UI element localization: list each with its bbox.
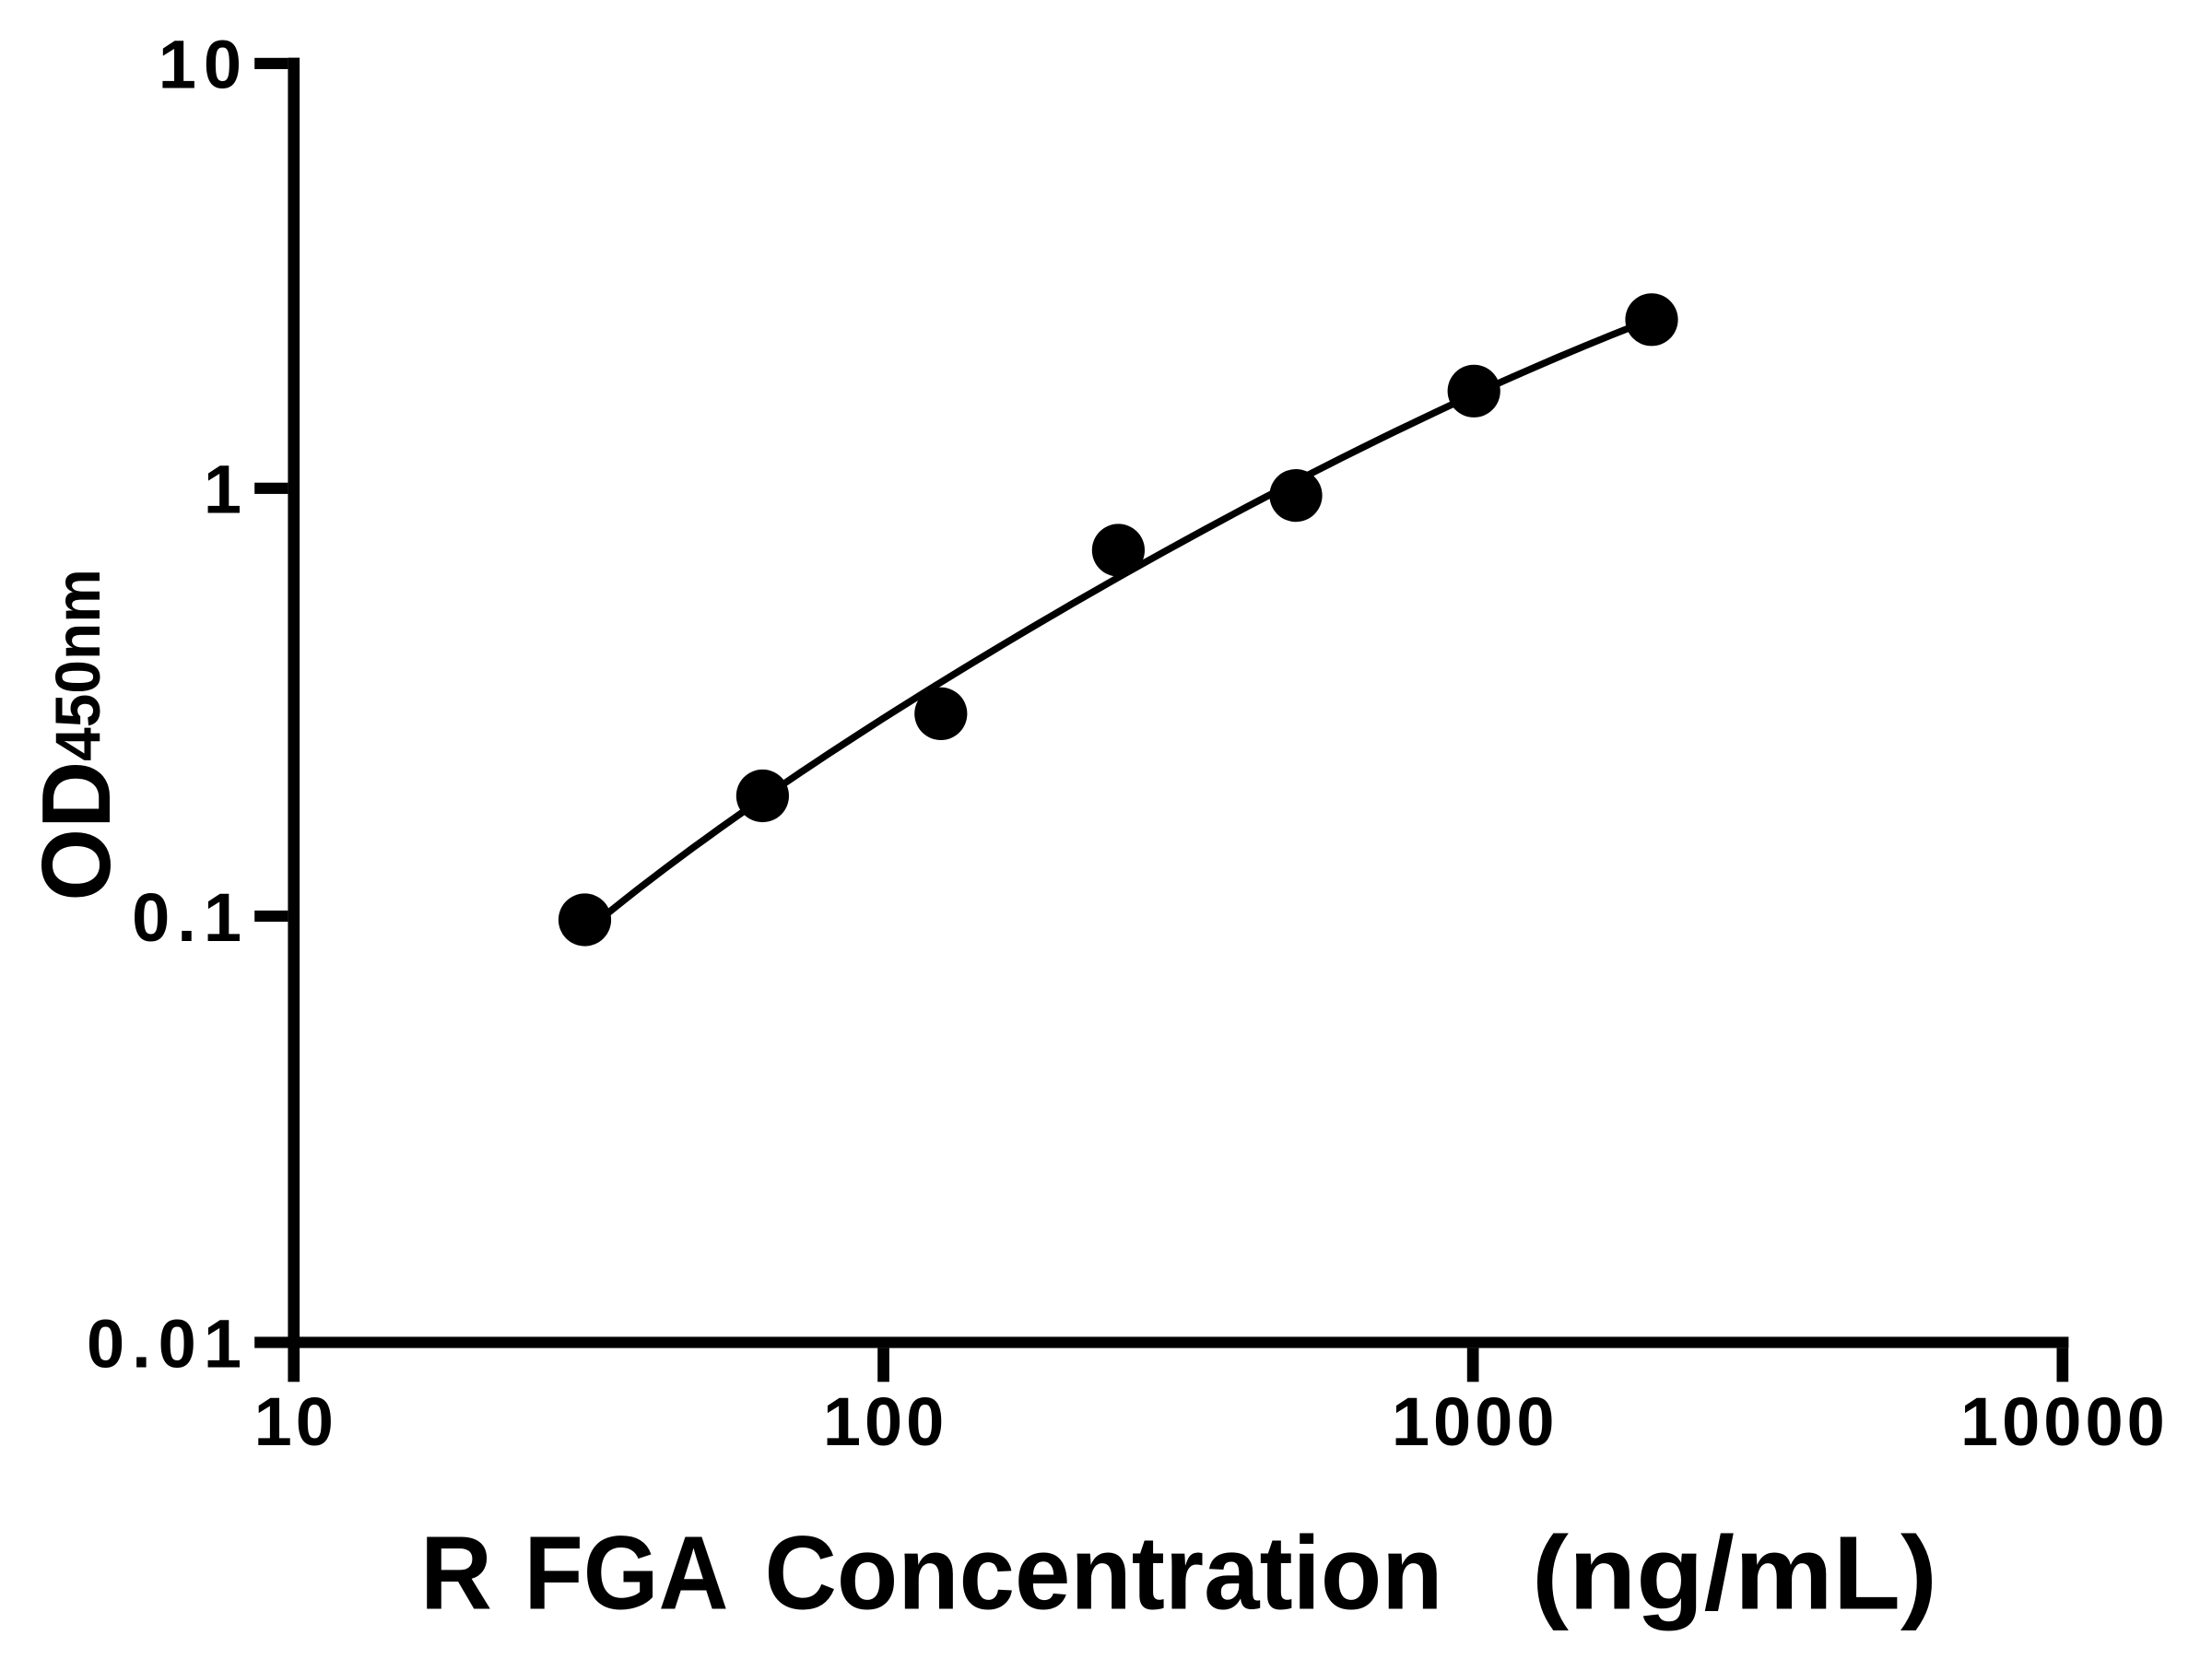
svg-text:R: R <box>420 1515 492 1631</box>
svg-text:100: 100 <box>823 1383 947 1460</box>
svg-text:Concentration: Concentration <box>765 1515 1443 1631</box>
svg-text:10: 10 <box>254 1383 337 1460</box>
svg-text:1000: 1000 <box>1392 1383 1559 1460</box>
svg-text:10: 10 <box>159 27 249 103</box>
svg-text:(ng/mL): (ng/mL) <box>1532 1515 1937 1631</box>
svg-text:10000: 10000 <box>1960 1383 2169 1460</box>
svg-text:1: 1 <box>204 452 249 528</box>
svg-text:FGA: FGA <box>524 1515 729 1631</box>
svg-text:0.1: 0.1 <box>132 879 249 956</box>
svg-text:0.01: 0.01 <box>87 1305 249 1382</box>
